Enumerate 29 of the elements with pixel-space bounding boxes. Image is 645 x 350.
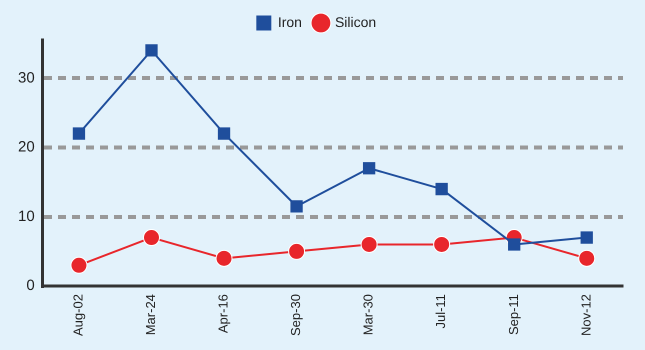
y-tick-label: 0 bbox=[26, 277, 35, 294]
point bbox=[360, 236, 378, 253]
x-tick-label: Apr-16 bbox=[216, 294, 231, 334]
point bbox=[72, 127, 86, 140]
point bbox=[578, 250, 596, 267]
point bbox=[142, 229, 160, 246]
point bbox=[288, 242, 306, 260]
x-tick-label: Mar-30 bbox=[360, 294, 376, 336]
point bbox=[362, 162, 376, 174]
legend-label: Iron bbox=[278, 14, 302, 30]
point bbox=[218, 127, 230, 140]
y-tick-label: 20 bbox=[18, 138, 35, 156]
x-tick-label: Mar-24 bbox=[143, 294, 158, 336]
point bbox=[508, 238, 520, 251]
x-tick-label: Sep-30 bbox=[288, 294, 304, 336]
y-tick-label: 10 bbox=[18, 208, 35, 225]
point bbox=[290, 200, 303, 213]
point bbox=[435, 182, 448, 196]
point bbox=[145, 44, 158, 57]
point bbox=[216, 250, 233, 267]
x-tick-label: Nov-12 bbox=[578, 294, 594, 336]
point bbox=[70, 256, 88, 274]
point bbox=[580, 231, 593, 244]
y-tick-label: 30 bbox=[18, 69, 35, 86]
legend-label: Silicon bbox=[334, 14, 376, 30]
x-tick-label: Sep-11 bbox=[506, 294, 521, 336]
point bbox=[433, 236, 450, 253]
x-tick-label: Jul-11 bbox=[433, 294, 448, 329]
x-tick-label: Aug-02 bbox=[70, 294, 86, 336]
